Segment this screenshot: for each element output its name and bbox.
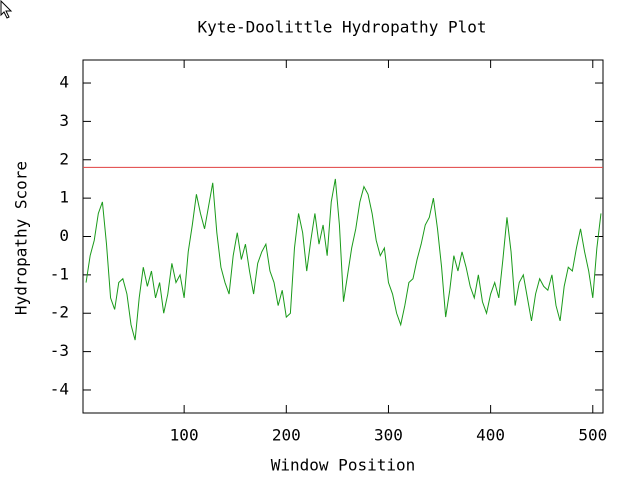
y-tick-label: -4 xyxy=(50,379,69,398)
y-axis-label: Hydropathy Score xyxy=(12,161,31,315)
y-tick-label: -3 xyxy=(50,341,69,360)
chart-title: Kyte-Doolittle Hydropathy Plot xyxy=(198,18,487,37)
x-tick-label: 100 xyxy=(170,426,199,445)
y-tick-label: 3 xyxy=(59,111,69,130)
y-tick-label: 4 xyxy=(59,73,69,92)
cursor xyxy=(0,0,13,19)
data-line xyxy=(85,178,602,341)
x-tick-label: 500 xyxy=(578,426,607,445)
x-axis-label: Window Position xyxy=(271,456,416,475)
x-tick-label: 400 xyxy=(476,426,505,445)
plot-frame xyxy=(82,59,604,414)
y-tick-label: -2 xyxy=(50,303,69,322)
y-tick-label: 0 xyxy=(59,226,69,245)
x-tick-label: 300 xyxy=(374,426,403,445)
y-tick-label: 2 xyxy=(59,149,69,168)
y-tick-label: 1 xyxy=(59,188,69,207)
y-tick-label: -1 xyxy=(50,264,69,283)
x-tick-label: 200 xyxy=(272,426,301,445)
